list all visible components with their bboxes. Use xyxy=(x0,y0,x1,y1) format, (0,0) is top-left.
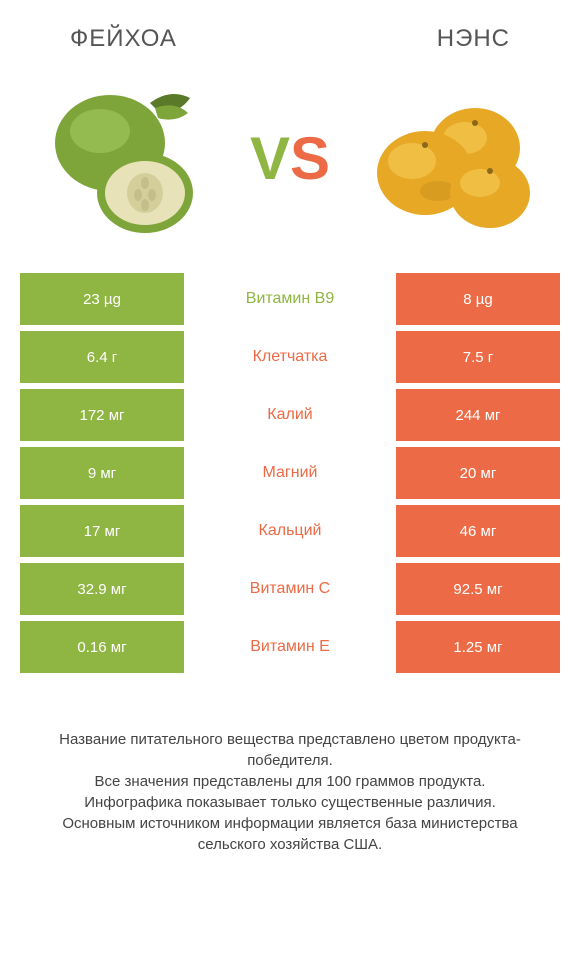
header: ФЕЙХОА НЭНС xyxy=(0,0,580,63)
vs-s: S xyxy=(290,124,330,193)
table-row: 23 µgВитамин B98 µg xyxy=(20,273,560,325)
value-right: 8 µg xyxy=(396,273,560,325)
value-left: 172 мг xyxy=(20,389,184,441)
nutrient-label: Витамин C xyxy=(184,563,396,615)
nutrient-label: Кальций xyxy=(184,505,396,557)
value-right: 20 мг xyxy=(396,447,560,499)
table-row: 9 мгМагний20 мг xyxy=(20,447,560,499)
value-left: 6.4 г xyxy=(20,331,184,383)
value-left: 0.16 мг xyxy=(20,621,184,673)
value-right: 92.5 мг xyxy=(396,563,560,615)
table-row: 17 мгКальций46 мг xyxy=(20,505,560,557)
nance-icon xyxy=(360,73,540,243)
value-left: 32.9 мг xyxy=(20,563,184,615)
fruit-illustration-right xyxy=(360,73,540,243)
nutrient-label: Калий xyxy=(184,389,396,441)
fruit-illustration-left xyxy=(40,73,220,243)
table-row: 172 мгКалий244 мг xyxy=(20,389,560,441)
value-right: 46 мг xyxy=(396,505,560,557)
table-row: 32.9 мгВитамин C92.5 мг xyxy=(20,563,560,615)
value-right: 244 мг xyxy=(396,389,560,441)
footer-notes: Название питательного вещества представл… xyxy=(0,679,580,855)
value-left: 23 µg xyxy=(20,273,184,325)
footer-line: Основным источником информации является … xyxy=(30,813,550,855)
table-row: 0.16 мгВитамин E1.25 мг xyxy=(20,621,560,673)
footer-line: Инфографика показывает только существенн… xyxy=(30,792,550,813)
footer-line: Все значения представлены для 100 граммо… xyxy=(30,771,550,792)
value-right: 7.5 г xyxy=(396,331,560,383)
value-left: 9 мг xyxy=(20,447,184,499)
vs-v: V xyxy=(250,124,290,193)
comparison-table: 23 µgВитамин B98 µg 6.4 гКлетчатка7.5 г 17… xyxy=(0,273,580,673)
value-left: 17 мг xyxy=(20,505,184,557)
table-row: 6.4 гКлетчатка7.5 г xyxy=(20,331,560,383)
vs-label: VS xyxy=(250,124,330,193)
nutrient-label: Магний xyxy=(184,447,396,499)
title-left: ФЕЙХОА xyxy=(70,25,177,53)
nutrient-label: Витамин E xyxy=(184,621,396,673)
hero-section: VS xyxy=(0,63,580,273)
nutrient-label: Витамин B9 xyxy=(184,273,396,325)
feijoa-icon xyxy=(40,73,220,243)
value-right: 1.25 мг xyxy=(396,621,560,673)
title-right: НЭНС xyxy=(437,25,510,53)
nutrient-label: Клетчатка xyxy=(184,331,396,383)
footer-line: Название питательного вещества представл… xyxy=(30,729,550,771)
